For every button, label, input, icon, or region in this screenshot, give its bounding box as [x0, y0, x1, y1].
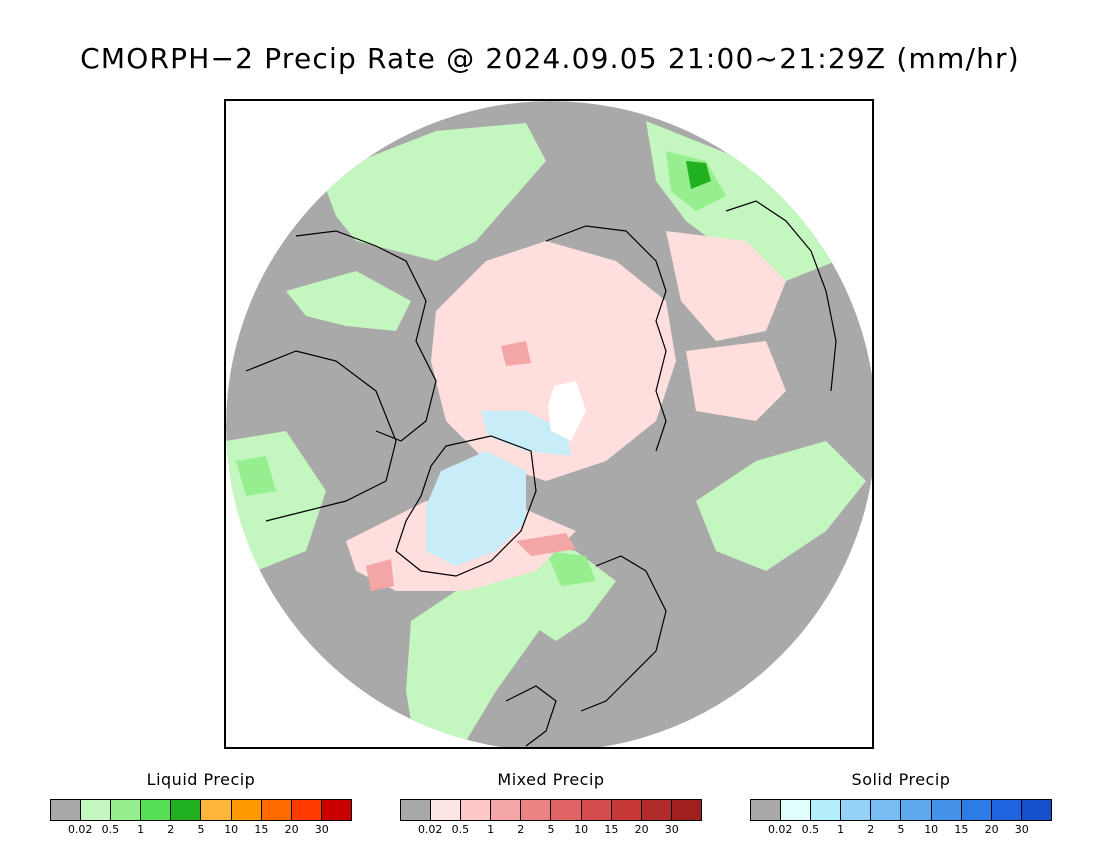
legend-swatch	[81, 800, 112, 820]
legend-tick-label: 1	[837, 823, 845, 836]
legend-swatch	[901, 800, 932, 820]
legend-tick-label: 30	[664, 823, 679, 836]
legend-tick-label: 10	[574, 823, 589, 836]
legend-swatch	[171, 800, 202, 820]
legend-swatch	[141, 800, 172, 820]
legend-swatch	[931, 800, 962, 820]
precip-region-liquid-east	[696, 441, 866, 571]
coastline-scandinavia	[580, 555, 667, 712]
legend-tick-label: 30	[1014, 823, 1029, 836]
legend-swatch	[461, 800, 492, 820]
precip-region-mixed-moderate-north	[501, 341, 531, 366]
legend-tick-labels: 0.02 0.5 1 2 5 10 15 20 30	[750, 823, 1052, 837]
precip-region-liquid-north-pacific	[321, 123, 546, 261]
legend-tick-label: 0.5	[101, 823, 120, 836]
legend-swatch	[811, 800, 842, 820]
precip-region-liquid-scandinavia	[526, 541, 616, 641]
legend-swatch	[1021, 800, 1051, 820]
polar-precip-map	[226, 101, 872, 747]
legend-tick-label: 5	[547, 823, 555, 836]
precip-region-liquid-moderate-atlantic	[546, 551, 596, 586]
legend-swatch	[751, 800, 782, 820]
legend-tick-label: 0.02	[767, 823, 793, 836]
legend-color-bar	[750, 799, 1052, 821]
coastline-siberia	[545, 225, 667, 452]
legend-tick-label: 20	[284, 823, 299, 836]
legend-swatch	[521, 800, 552, 820]
coastline-greenland	[395, 435, 537, 577]
legend-tick-label: 30	[314, 823, 329, 836]
legend-swatch	[961, 800, 992, 820]
coastline-east-asia	[725, 200, 837, 392]
legend-swatch	[321, 800, 351, 820]
legend-tick-labels: 0.02 0.5 1 2 5 10 15 20 30	[50, 823, 352, 837]
precip-region-mixed-east	[686, 341, 786, 421]
legend-swatch	[671, 800, 701, 820]
legend-swatch	[581, 800, 612, 820]
precip-region-solid-pole-band	[481, 411, 571, 456]
legend-swatch	[201, 800, 232, 820]
legend-tick-label: 1	[137, 823, 145, 836]
legend-tick-label: 2	[167, 823, 175, 836]
legend-swatch	[261, 800, 292, 820]
precip-region-mixed-moderate-southwest	[366, 559, 394, 591]
legend-tick-labels: 0.02 0.5 1 2 5 10 15 20 30	[400, 823, 702, 837]
legend-tick-label: 5	[897, 823, 905, 836]
polar-map-frame	[224, 99, 874, 749]
legend-tick-label: 2	[867, 823, 875, 836]
legend-tick-label: 15	[254, 823, 269, 836]
legend-swatch	[841, 800, 872, 820]
legend-tick-label: 0.02	[417, 823, 443, 836]
legend-title: Mixed Precip	[497, 770, 605, 789]
legend-swatch	[611, 800, 642, 820]
legend-tick-label: 5	[197, 823, 205, 836]
coastline-alaska	[295, 230, 437, 442]
legend-title: Liquid Precip	[146, 770, 256, 789]
legend-swatch	[781, 800, 812, 820]
precip-region-liquid-left-coast	[286, 271, 411, 331]
legend-mixed-precip: Mixed Precip 0.02 0.5 1 2 5 10 15 20 30	[400, 770, 702, 837]
legend-swatch	[291, 800, 322, 820]
legend-swatch	[111, 800, 142, 820]
legend-tick-label: 0.5	[801, 823, 820, 836]
legend-tick-label: 15	[604, 823, 619, 836]
legend-swatch	[551, 800, 582, 820]
legend-tick-label: 10	[224, 823, 239, 836]
legend-tick-label: 0.5	[451, 823, 470, 836]
precip-region-liquid-heavy-northeast	[686, 161, 711, 189]
legend-tick-label: 1	[487, 823, 495, 836]
legend-title: Solid Precip	[851, 770, 951, 789]
legend-swatch	[991, 800, 1022, 820]
legend-tick-label: 0.02	[67, 823, 93, 836]
legend-tick-label: 20	[984, 823, 999, 836]
legend-swatch	[431, 800, 462, 820]
legend-liquid-precip: Liquid Precip 0.02 0.5 1 2 5 10 15 20 30	[50, 770, 352, 837]
legend-color-bar	[400, 799, 702, 821]
legend-tick-label: 10	[924, 823, 939, 836]
legend-swatch	[401, 800, 432, 820]
legend-tick-label: 2	[517, 823, 525, 836]
precip-region-mixed-siberia	[666, 231, 786, 341]
precip-region-solid-pole-peak	[548, 381, 586, 441]
legend-color-bar	[50, 799, 352, 821]
legend-solid-precip: Solid Precip 0.02 0.5 1 2 5 10 15 20 30	[750, 770, 1052, 837]
precip-region-solid-greenland	[426, 451, 526, 566]
precip-region-mixed-moderate-south	[516, 533, 576, 556]
map-title: CMORPH−2 Precip Rate @ 2024.09.05 21:00~…	[80, 42, 1020, 75]
precip-region-liquid-moderate-left	[236, 456, 276, 496]
legend-tick-label: 15	[954, 823, 969, 836]
legend-swatch	[491, 800, 522, 820]
legend-swatch	[871, 800, 902, 820]
legend-swatch	[641, 800, 672, 820]
legend-tick-label: 20	[634, 823, 649, 836]
legend-swatch	[51, 800, 82, 820]
coastline-canada	[245, 350, 397, 522]
coastline-europe	[505, 685, 557, 747]
legend-swatch	[231, 800, 262, 820]
